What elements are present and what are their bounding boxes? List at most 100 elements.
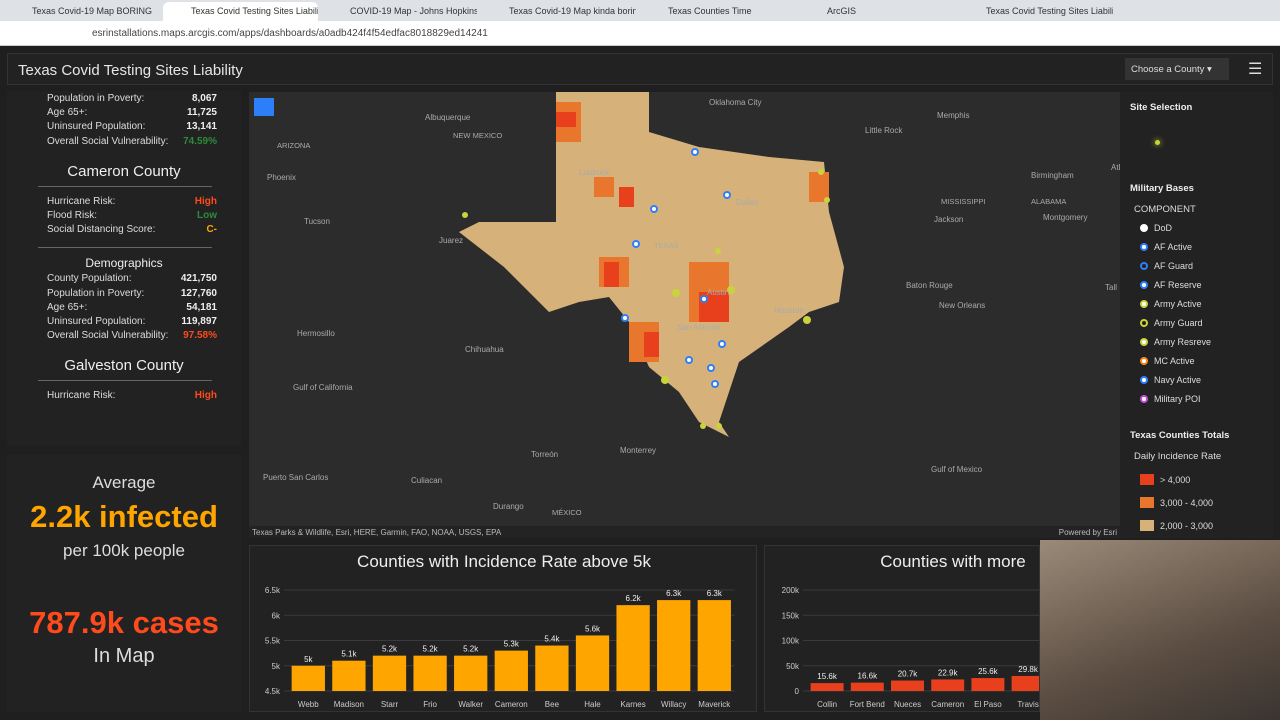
legend-item: Military POI: [1120, 389, 1273, 408]
x-tick-label: Cameron: [931, 700, 964, 709]
x-tick-label: Collin: [817, 700, 837, 709]
x-tick-label: Fort Bend: [850, 700, 885, 709]
field-value: Low: [197, 210, 217, 222]
place-label: Montgomery: [1043, 213, 1087, 222]
army: [462, 169, 830, 429]
tab[interactable]: Texas Covid Testing Sites Liability: [986, 6, 1113, 16]
place-label: Monterrey: [620, 446, 656, 455]
legend-label: DoD: [1154, 222, 1173, 233]
x-tick-label: Willacy: [661, 700, 686, 709]
value-label: 5.6k: [585, 624, 601, 633]
tab[interactable]: Texas Covid Testing Sites Liability: [163, 2, 318, 21]
tab[interactable]: ArcGIS: [827, 6, 857, 16]
value-label: 5k: [304, 655, 313, 664]
place-label: Chihuahua: [465, 345, 504, 354]
tab[interactable]: COVID-19 Map - Johns Hopkins: [350, 6, 477, 16]
legend-item: Army Guard: [1120, 313, 1273, 332]
menu-icon[interactable]: ☰: [1248, 61, 1263, 78]
place-label: Dallas: [736, 198, 758, 207]
place-label: ALABAMA: [1031, 197, 1066, 206]
tab[interactable]: Texas Covid-19 Map kinda boring: [509, 6, 636, 16]
bar: [575, 635, 610, 691]
section-title: Demographics: [85, 256, 163, 271]
place-label: MÉXICO: [552, 508, 582, 517]
legend-label: Army Resreve: [1154, 336, 1212, 347]
place-label: Hermosillo: [297, 329, 335, 338]
tab[interactable]: Texas Covid-19 Map BORING: [32, 6, 153, 16]
legend-title: Texas Counties Totals: [1130, 430, 1230, 441]
chart-title: Counties with more: [880, 552, 1026, 571]
swatch: [1140, 474, 1154, 485]
place-label: TEXAS: [654, 241, 679, 250]
field-row: Overall Social Vulnerability: 74.59%: [7, 135, 217, 149]
rate-title: Daily Incidence Rate: [1134, 451, 1222, 462]
field-label: County Population:: [47, 273, 132, 285]
x-tick-label: Cameron: [495, 700, 528, 709]
field-row: Hurricane Risk: High: [7, 389, 217, 403]
county-dropdown[interactable]: Choose a County ▾: [1125, 58, 1229, 80]
place-label: Durango: [493, 502, 524, 511]
place-label: Austin: [707, 288, 729, 297]
field-row: Age 65+: 11,725: [7, 106, 217, 120]
legend-item: > 4,000: [1120, 468, 1273, 491]
x-tick-label: Maverick: [698, 700, 731, 709]
x-tick-label: El Paso: [974, 700, 1002, 709]
y-tick-label: 0: [795, 687, 800, 696]
field-value: 421,750: [180, 273, 217, 285]
field-label: Population in Poverty:: [47, 287, 145, 299]
map[interactable]: + Texas Parks & Wildlife, Esri, HERE, Ga…: [249, 92, 1120, 538]
separator: [38, 380, 212, 382]
value-label: 5.3k: [504, 640, 520, 649]
place-label: Atl: [1111, 163, 1120, 172]
y-tick-label: 100k: [782, 637, 800, 646]
field-label: Overall Social Vulnerability:: [47, 135, 169, 147]
county-title[interactable]: Cameron County: [67, 162, 181, 180]
value-label: 5.2k: [423, 645, 439, 654]
field-row: Flood Risk: Low: [7, 209, 217, 223]
texas: [459, 92, 844, 437]
component: COMPONENT: [1134, 204, 1196, 215]
url[interactable]: esrinstallations.maps.arcgis.com/apps/da…: [92, 28, 488, 39]
legend-item: 2,000 - 3,000: [1120, 514, 1273, 537]
x-tick-label: Bee: [545, 700, 560, 709]
value-label: 5.4k: [544, 635, 560, 644]
tab[interactable]: Texas Counties Time: [668, 6, 752, 16]
county-title[interactable]: Galveston County: [64, 357, 184, 375]
map-tool[interactable]: [254, 98, 274, 116]
field-label: Hurricane Risk:: [47, 390, 116, 402]
y-tick-label: 4.5k: [265, 687, 281, 696]
bar: [372, 655, 407, 691]
field-value: 8,067: [191, 93, 217, 104]
place-label: Baton Rouge: [906, 281, 953, 290]
legend-label: Army Active: [1154, 298, 1202, 309]
symbol: [1140, 280, 1148, 289]
place-label: Oklahoma City: [709, 98, 761, 107]
legend-label: 2,000 - 3,000: [1160, 520, 1214, 531]
value-label: 29.8k: [1018, 665, 1039, 674]
bar: [535, 645, 569, 691]
bar: [971, 678, 1005, 691]
tab-bar: Texas Covid-19 Map BORING Texas Covid Tes…: [0, 0, 1280, 21]
field-row: Age 65+: 54,181: [7, 301, 217, 315]
legend-label: Navy Active: [1154, 374, 1202, 385]
y-tick-label: 200k: [782, 586, 800, 595]
ind-value2: 787.9k cases: [29, 605, 219, 640]
symbol: [1140, 223, 1148, 232]
webcam-overlay: [1040, 540, 1280, 720]
place-label: MISSISSIPPI: [941, 197, 986, 206]
bar: [332, 660, 366, 691]
field-row: Hurricane Risk: High: [7, 195, 217, 209]
legend-label: AF Reserve: [1154, 279, 1202, 290]
place-label: Lubbock: [579, 168, 610, 177]
field-label: Overall Social Vulnerability:: [47, 330, 169, 342]
legend-label: AF Active: [1154, 241, 1193, 252]
separator: [38, 247, 212, 249]
app-header: Texas Covid Testing Sites Liability Choo…: [7, 53, 1273, 85]
value-label: 15.6k: [817, 672, 838, 681]
y-tick-label: 150k: [782, 611, 800, 620]
legend-title: Site Selection: [1130, 102, 1193, 113]
legend-label: > 4,000: [1160, 474, 1191, 485]
place-label: Phoenix: [267, 173, 296, 182]
legend-item: MC Active: [1120, 351, 1273, 370]
